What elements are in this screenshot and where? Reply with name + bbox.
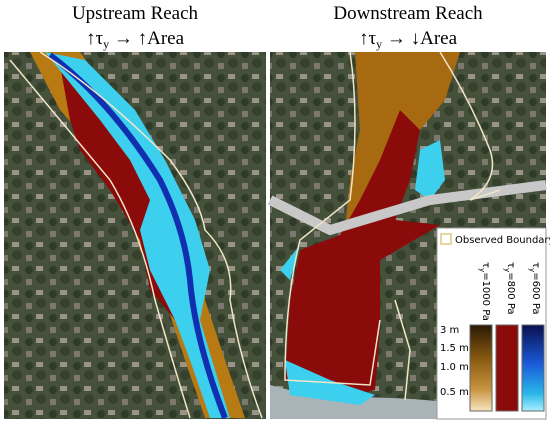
- scale-label: 0.5 m: [440, 387, 469, 398]
- panel-title: Downstream Reach: [333, 3, 483, 24]
- legend-boundary: Observed Boundary: [455, 235, 550, 246]
- colorbar: [495, 324, 519, 412]
- panel-title: Upstream Reach: [72, 3, 199, 24]
- panel-subtitle: ↑τy → ↓Area: [359, 28, 458, 51]
- colorbar: [469, 324, 493, 412]
- legend: Observed Boundary τy=1000 Pa τy=800 Pa τ…: [436, 227, 550, 420]
- scale-label: 3 m: [440, 325, 459, 336]
- legend-label: τy=1000 Pa: [478, 262, 491, 321]
- colorbar: [521, 324, 545, 412]
- panel-subtitle: ↑τy → ↑Area: [86, 28, 185, 51]
- legend-label: τy=600 Pa: [528, 262, 541, 315]
- scale-label: 1.0 m: [440, 362, 469, 373]
- legend-label: τy=800 Pa: [503, 262, 516, 315]
- scale-label: 1.5 m: [440, 343, 469, 354]
- upstream-map: [4, 51, 266, 420]
